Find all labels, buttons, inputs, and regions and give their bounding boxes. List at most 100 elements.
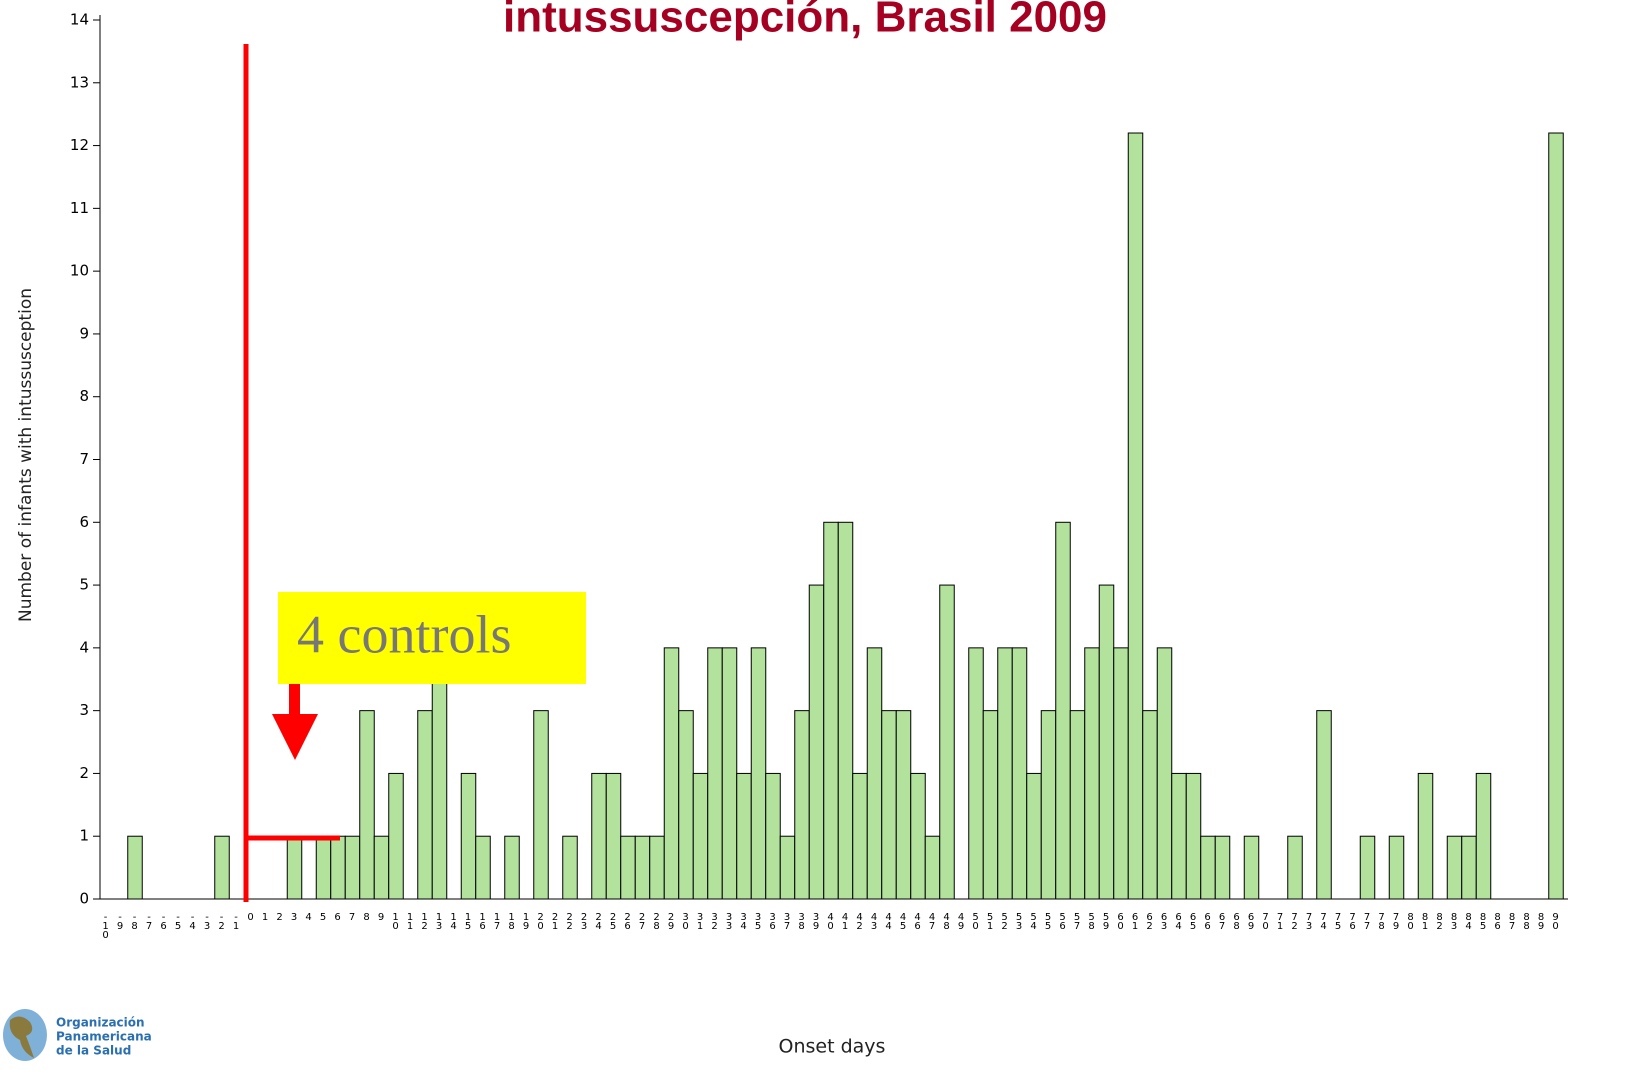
x-tick-label: 64 (1173, 912, 1184, 930)
bar (1171, 772, 1187, 900)
x-tick-label: 29 (666, 912, 677, 930)
x-tick-label: 42 (854, 912, 865, 930)
x-tick-label: 87 (1507, 912, 1518, 930)
x-tick-label: 36 (767, 912, 778, 930)
x-axis-label: Onset days (779, 1036, 886, 1058)
x-tick-label: 71 (1275, 912, 1286, 930)
x-tick-label: 9 (376, 912, 387, 921)
x-tick-label: 13 (434, 912, 445, 930)
x-tick-label: 76 (1347, 912, 1358, 930)
x-tick-label: 47 (927, 912, 938, 930)
x-tick-label: 6 (332, 912, 343, 921)
x-tick-label: 23 (579, 912, 590, 930)
bar (924, 835, 941, 900)
bar (1475, 772, 1492, 900)
logo-text: de la Salud (56, 1044, 131, 1058)
logo-text: Organización (56, 1016, 145, 1030)
logo-land (9, 1016, 34, 1058)
bar (910, 772, 926, 900)
x-tick-label: 54 (1028, 912, 1039, 930)
x-tick-label: 67 (1217, 912, 1228, 930)
y-tick-label: 8 (79, 387, 89, 405)
x-tick-label: -3 (202, 912, 213, 930)
annotation: 4 controls (297, 604, 511, 664)
bar (1417, 772, 1434, 900)
bar (562, 835, 578, 900)
x-tick-label: 7 (347, 912, 358, 921)
x-tick-label: 53 (1014, 912, 1025, 930)
x-tick-label: 66 (1202, 912, 1213, 930)
x-tick-label: 10 (390, 912, 401, 930)
y-tick-label: 14 (70, 11, 89, 29)
bar (1084, 647, 1100, 900)
bar (997, 647, 1013, 900)
logo-text: Panamericana (56, 1030, 152, 1044)
x-tick-label: 3 (289, 912, 300, 921)
x-tick-label: -8 (129, 912, 140, 930)
x-tick-label: 28 (651, 912, 662, 930)
x-tick-label: -7 (144, 912, 155, 930)
x-tick-label: 49 (956, 912, 967, 930)
bar (475, 835, 491, 900)
bar (330, 835, 346, 900)
x-tick-label: 43 (869, 912, 880, 930)
x-tick-label: 30 (680, 912, 691, 930)
bar (1461, 835, 1477, 900)
x-tick-label: 51 (985, 912, 996, 930)
bar (1287, 835, 1303, 900)
bar (779, 835, 796, 900)
arrow-head (272, 714, 318, 760)
bar (765, 772, 781, 900)
bar (1243, 835, 1260, 900)
x-tick-label: 75 (1333, 912, 1344, 930)
x-tick-label: 73 (1304, 912, 1315, 930)
x-tick-label: 17 (492, 912, 503, 930)
y-tick-label: 3 (79, 701, 89, 719)
x-tick-label: 62 (1144, 912, 1155, 930)
bar (823, 521, 839, 900)
bar (605, 772, 622, 900)
bar (721, 647, 738, 900)
x-tick-label: 8 (361, 912, 372, 921)
x-tick-label: 2 (274, 912, 285, 921)
bar (214, 835, 230, 900)
bar (1127, 132, 1144, 900)
x-tick-label: 14 (448, 912, 459, 930)
bar (852, 772, 868, 900)
x-tick-label: 12 (419, 912, 430, 930)
x-tick-label: -1 (231, 912, 242, 930)
bar (1011, 647, 1028, 900)
bar (1156, 647, 1173, 900)
bar (808, 584, 825, 900)
x-tick-label: 57 (1072, 912, 1083, 930)
x-tick-label: 27 (637, 912, 648, 930)
x-tick-label: 39 (811, 912, 822, 930)
x-tick-label: 22 (564, 912, 575, 930)
x-tick-label: 16 (477, 912, 488, 930)
x-tick-label: 63 (1159, 912, 1170, 930)
x-tick-label: -10 (100, 912, 111, 939)
x-tick-label: 65 (1188, 912, 1199, 930)
y-tick-label: 1 (79, 827, 89, 845)
x-tick-label: 40 (825, 912, 836, 930)
x-tick-label: 68 (1231, 912, 1242, 930)
y-tick-label: 6 (79, 513, 89, 531)
bar (431, 647, 448, 900)
bar (1026, 772, 1042, 900)
x-tick-label: 85 (1478, 912, 1489, 930)
x-tick-label: 52 (999, 912, 1010, 930)
y-tick-label: 11 (70, 199, 89, 217)
bar (533, 710, 549, 900)
y-tick-label: 12 (70, 136, 89, 154)
x-tick-label: 32 (709, 912, 720, 930)
y-tick-label: 2 (79, 764, 89, 782)
x-tick-label: 79 (1391, 912, 1402, 930)
x-tick-label: 19 (521, 912, 532, 930)
logo: Organización Panamericana de la Salud (3, 1009, 152, 1061)
chart-title: intussuscepción, Brasil 2009 (503, 0, 1107, 42)
x-tick-label: 21 (550, 912, 561, 930)
x-tick-label: 20 (535, 912, 546, 930)
bar (678, 710, 694, 900)
